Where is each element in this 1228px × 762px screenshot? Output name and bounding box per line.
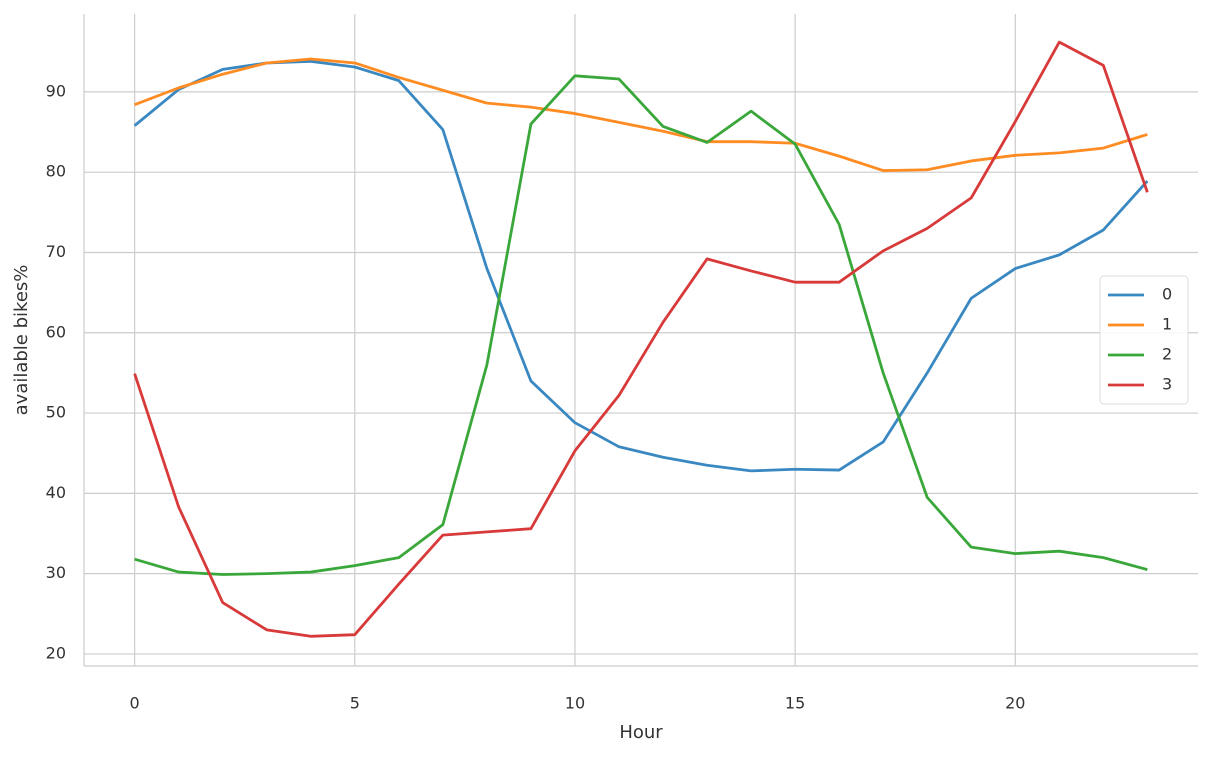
y-tick-label: 20 (46, 643, 66, 662)
legend-label: 2 (1162, 345, 1172, 364)
y-tick-label: 30 (46, 563, 66, 582)
y-tick-label: 40 (46, 483, 66, 502)
series-line (133, 40, 1149, 638)
y-tick-label: 50 (46, 403, 66, 422)
y-tick-label: 90 (46, 81, 66, 100)
series-line (133, 59, 1149, 473)
x-tick-label: 5 (350, 694, 360, 713)
series-line (134, 57, 1148, 172)
y-axis-label: available bikes% (11, 265, 32, 416)
legend-label: 1 (1162, 315, 1172, 334)
series-line (134, 74, 1148, 576)
y-tick-label: 60 (46, 322, 66, 341)
x-tick-label: 20 (1005, 694, 1025, 713)
x-tick-label: 10 (565, 694, 585, 713)
legend-label: 0 (1162, 285, 1172, 304)
legend-box (1099, 275, 1189, 405)
y-tick-label: 70 (46, 242, 66, 261)
legend-label: 3 (1162, 375, 1172, 394)
x-axis-label: Hour (619, 722, 663, 743)
x-tick-label: 0 (130, 694, 140, 713)
x-tick-label: 15 (785, 694, 805, 713)
y-tick-label: 80 (46, 162, 66, 181)
